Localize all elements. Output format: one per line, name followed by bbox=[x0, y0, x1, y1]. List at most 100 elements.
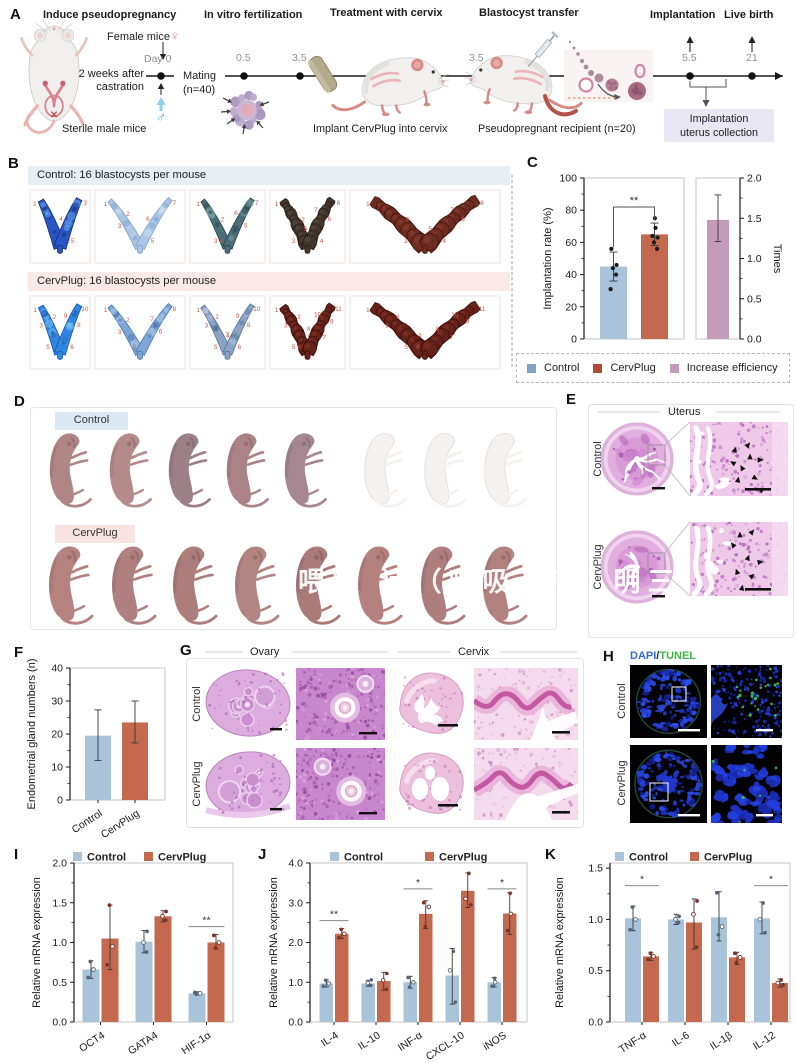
svg-text:3: 3 bbox=[118, 329, 122, 336]
collection-box-line1: Implantation bbox=[689, 113, 749, 125]
cervplug-blastocysts-header: CervPlug: 16 blastocysts per mouse bbox=[28, 272, 510, 291]
svg-text:CXCL-10: CXCL-10 bbox=[424, 1029, 467, 1063]
cervix-he-section bbox=[399, 672, 464, 734]
control-uterus-photo-2: 1234765 bbox=[94, 189, 186, 264]
svg-text:6: 6 bbox=[70, 344, 74, 351]
step-title-ivf: In vitro fertilization bbox=[204, 9, 303, 21]
svg-text:7: 7 bbox=[55, 332, 59, 339]
step-title-treatment: Treatment with cervix bbox=[330, 7, 443, 19]
svg-text:8: 8 bbox=[435, 326, 439, 333]
svg-text:4.0: 4.0 bbox=[288, 858, 303, 870]
svg-text:8: 8 bbox=[337, 200, 341, 207]
panel-g-box bbox=[186, 658, 584, 828]
svg-text:30: 30 bbox=[51, 696, 63, 708]
svg-text:9: 9 bbox=[236, 313, 240, 320]
svg-text:40: 40 bbox=[51, 663, 63, 675]
svg-text:1: 1 bbox=[275, 307, 279, 314]
svg-text:0.5: 0.5 bbox=[747, 293, 762, 305]
newborn-pup-photo bbox=[421, 546, 466, 625]
svg-text:0: 0 bbox=[571, 334, 577, 346]
svg-text:4: 4 bbox=[226, 333, 230, 340]
sterile-male-mice-label: Sterile male mice bbox=[62, 123, 147, 135]
svg-text:4: 4 bbox=[220, 238, 224, 245]
newborn-pup-photo bbox=[173, 546, 218, 625]
chart-j_mrna: *** *0.01.02.03.04.0IL-4 IL-10 INF-α CXCL-10… bbox=[268, 852, 528, 1063]
supine-mouse-illustration bbox=[20, 19, 88, 134]
svg-text:7: 7 bbox=[173, 200, 177, 207]
svg-text:8: 8 bbox=[173, 306, 177, 313]
panel-h-label: H bbox=[603, 648, 614, 665]
svg-text:GATA4: GATA4 bbox=[126, 1029, 160, 1057]
weeks-after-castration-line1: 2 weeks after bbox=[78, 68, 144, 80]
ovary-zoom bbox=[296, 668, 385, 740]
dapi-section-control bbox=[630, 665, 707, 738]
newborn-pup-photo bbox=[424, 432, 467, 508]
svg-text:2.0: 2.0 bbox=[52, 858, 67, 870]
panel-a-art: ♂ bbox=[20, 19, 783, 135]
ovary-he-section bbox=[205, 751, 292, 819]
svg-text:7: 7 bbox=[322, 334, 326, 341]
mating-label-line1: Mating bbox=[183, 70, 217, 82]
svg-text:5: 5 bbox=[304, 226, 308, 233]
svg-text:Implantation rate (%): Implantation rate (%) bbox=[542, 207, 554, 309]
transfer-mouse-illustration bbox=[464, 31, 583, 114]
step-title-livebirth: Live birth bbox=[724, 9, 774, 21]
svg-text:CervPlug: CervPlug bbox=[158, 852, 206, 864]
panel-e-box bbox=[588, 404, 794, 638]
ovary-he-section bbox=[205, 669, 291, 737]
treatment-mouse-illustration bbox=[331, 57, 450, 116]
panel-g-control-row-label: Control bbox=[191, 686, 203, 722]
svg-text:2: 2 bbox=[126, 317, 130, 324]
female-symbol: ♀ bbox=[169, 28, 180, 43]
panel-d-control-tag: Control bbox=[55, 412, 128, 430]
panel-h-art bbox=[630, 665, 782, 823]
newborn-pup-photo bbox=[109, 433, 152, 508]
svg-text:CervPlug: CervPlug bbox=[99, 807, 142, 841]
svg-text:IL-10: IL-10 bbox=[356, 1029, 383, 1052]
svg-text:8: 8 bbox=[480, 200, 484, 207]
svg-text:0.0: 0.0 bbox=[588, 1017, 603, 1029]
caption-implant-cervplug: Implant CervPlug into cervix bbox=[313, 123, 448, 135]
svg-text:1.5: 1.5 bbox=[747, 213, 762, 225]
svg-text:9: 9 bbox=[64, 313, 68, 320]
weeks-after-castration-line2: castration bbox=[96, 81, 144, 93]
panel-g-art bbox=[205, 651, 578, 820]
svg-text:2.0: 2.0 bbox=[288, 937, 303, 949]
svg-text:20: 20 bbox=[51, 729, 63, 741]
svg-text:3: 3 bbox=[385, 323, 389, 330]
svg-text:80: 80 bbox=[565, 205, 577, 217]
newborn-pup-photo bbox=[284, 433, 327, 508]
dapi-zoom-cervplug bbox=[711, 745, 782, 823]
svg-text:3: 3 bbox=[205, 323, 209, 330]
svg-text:CervPlug: CervPlug bbox=[704, 852, 752, 864]
svg-text:5: 5 bbox=[214, 344, 218, 351]
control-uterus-photo-3: 1 2 3 7 65 4 bbox=[189, 189, 266, 264]
svg-text:7: 7 bbox=[314, 207, 318, 214]
svg-text:5: 5 bbox=[151, 238, 155, 245]
ovary-column-title: Ovary bbox=[250, 646, 280, 658]
svg-text:3: 3 bbox=[214, 238, 218, 245]
svg-text:CervPlug: CervPlug bbox=[439, 852, 487, 864]
panel-g-label: G bbox=[180, 642, 192, 659]
cervplug-legend-swatch bbox=[593, 363, 603, 373]
step-title-implantation: Implantation bbox=[650, 9, 716, 21]
svg-text:100: 100 bbox=[559, 173, 577, 185]
cervplug-uterus-photo-2: 12348765 bbox=[94, 295, 186, 370]
svg-text:1: 1 bbox=[275, 201, 279, 208]
svg-text:7: 7 bbox=[450, 207, 454, 214]
legend-item-control: Control bbox=[527, 362, 579, 374]
dapi-tunel-title: DAPI/TUNEL bbox=[630, 650, 696, 662]
svg-text:0.5: 0.5 bbox=[52, 977, 67, 989]
svg-text:Relative mRNA expression: Relative mRNA expression bbox=[268, 877, 280, 1008]
svg-text:6: 6 bbox=[297, 344, 301, 351]
panel-k-label: K bbox=[545, 846, 556, 863]
syringe-icon bbox=[527, 31, 559, 67]
svg-text:**: ** bbox=[630, 195, 639, 207]
